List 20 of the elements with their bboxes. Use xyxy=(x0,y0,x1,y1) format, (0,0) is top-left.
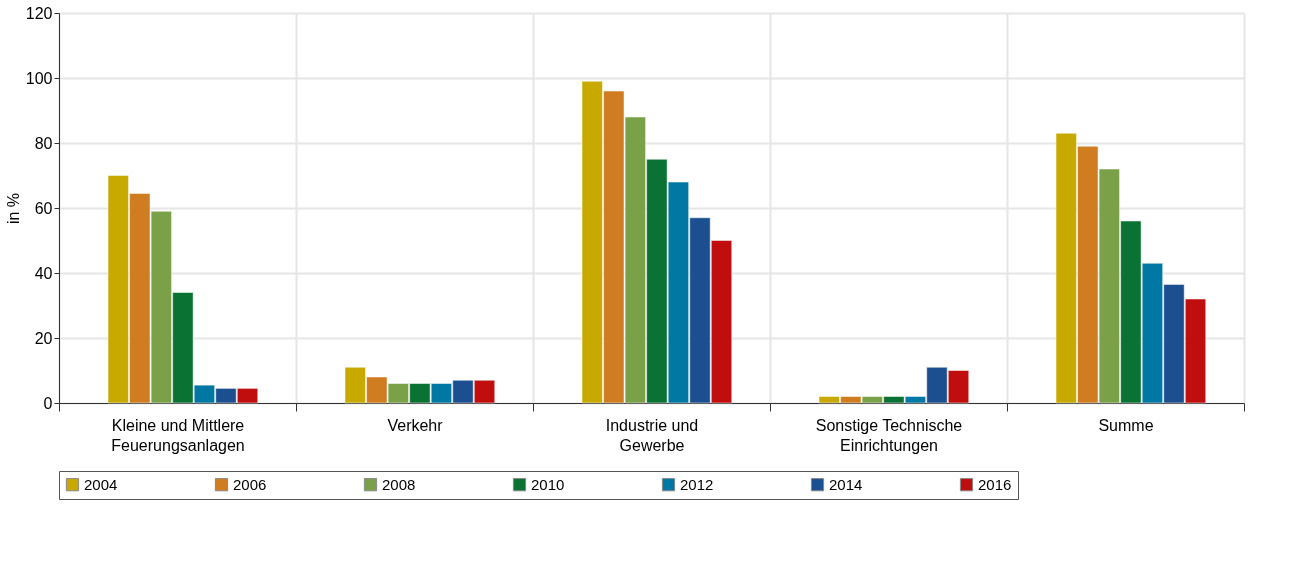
x-tick-label: Kleine und Mittlere Feuerungsanlagen xyxy=(111,416,245,454)
legend-label: 2006 xyxy=(233,475,267,493)
y-tick-label: 40 xyxy=(34,264,53,282)
legend-label: 2016 xyxy=(978,475,1012,493)
y-tick-label: 0 xyxy=(43,394,53,412)
x-tick-label: Summe xyxy=(1098,416,1154,434)
legend-label: 2014 xyxy=(829,475,863,493)
legend-label: 2004 xyxy=(84,475,118,493)
y-tick-label: 20 xyxy=(34,329,53,347)
y-tick-label: 80 xyxy=(34,134,53,152)
y-tick-label: 120 xyxy=(25,4,53,22)
x-tick-label: Sonstige Technische Einrichtungen xyxy=(815,416,963,454)
y-tick-label: 100 xyxy=(25,69,53,87)
y-axis-title: in % xyxy=(4,192,22,225)
legend-label: 2012 xyxy=(680,475,714,493)
y-tick-label: 60 xyxy=(34,199,53,217)
legend-label: 2008 xyxy=(382,475,416,493)
x-tick-label: Industrie und Gewerbe xyxy=(605,416,699,454)
x-tick-label: Verkehr xyxy=(387,416,444,434)
legend-label: 2010 xyxy=(531,475,565,493)
